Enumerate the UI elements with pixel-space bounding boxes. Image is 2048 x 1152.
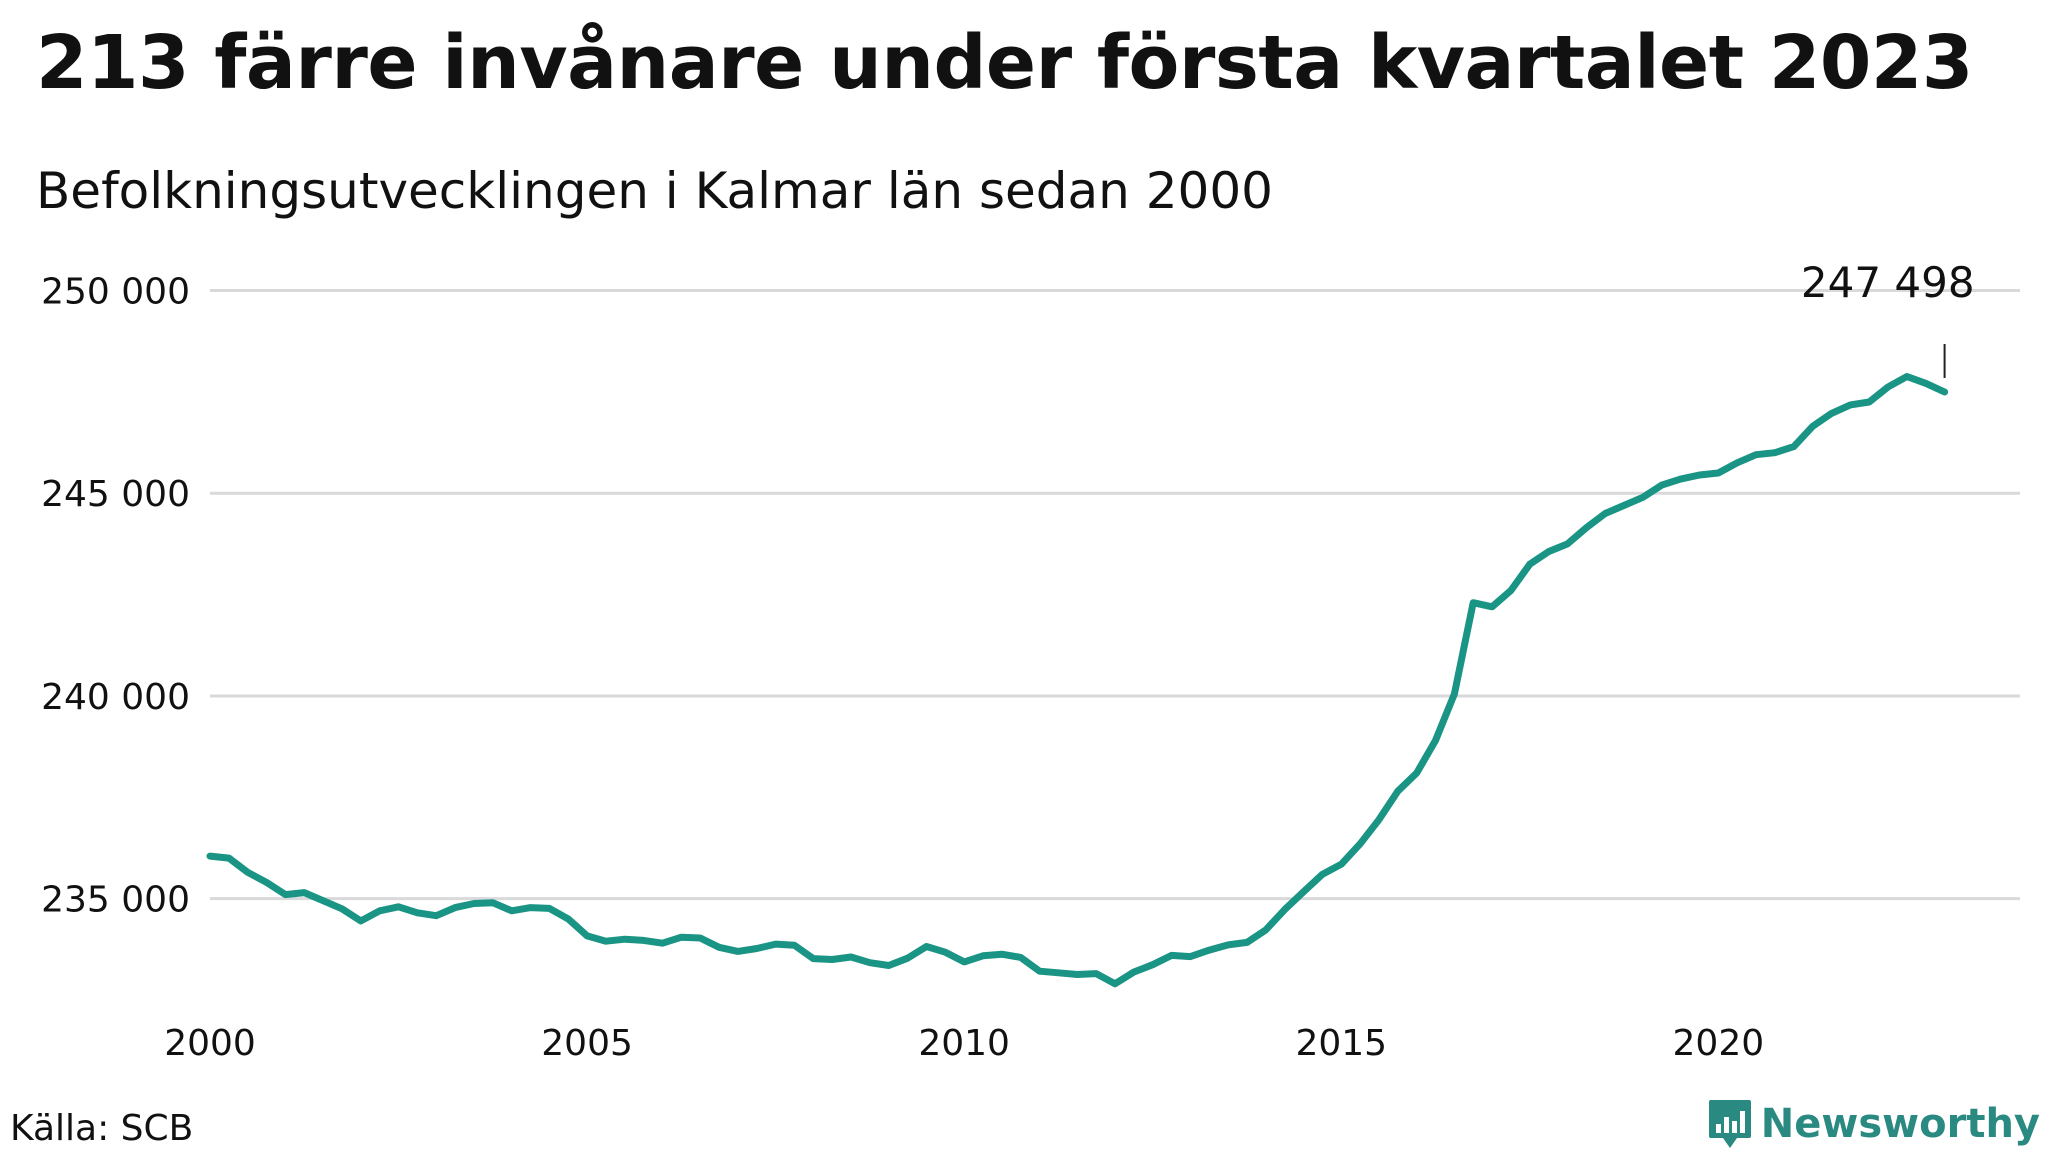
brand-logo: Newsworthy	[1707, 1098, 2040, 1150]
x-tick-label: 2015	[1295, 1023, 1387, 1064]
annotation-label: 247 498	[1801, 258, 1975, 307]
chart-title: 213 färre invånare under första kvartale…	[36, 20, 1973, 106]
x-tick-label: 2000	[164, 1023, 256, 1064]
x-tick-label: 2020	[1673, 1023, 1765, 1064]
series-line	[206, 373, 1949, 988]
brand-name: Newsworthy	[1760, 1101, 2040, 1147]
chart-subtitle: Befolkningsutvecklingen i Kalmar län sed…	[36, 162, 1273, 220]
source-credit: Källa: SCB	[10, 1108, 194, 1149]
newsworthy-logo-icon	[1708, 1100, 1751, 1148]
y-tick-label: 235 000	[41, 880, 190, 921]
x-tick-label: 2005	[541, 1023, 633, 1064]
y-tick-label: 240 000	[41, 677, 190, 718]
y-tick-label: 250 000	[41, 272, 190, 313]
x-tick-label: 2010	[918, 1023, 1010, 1064]
y-tick-label: 245 000	[41, 474, 190, 515]
